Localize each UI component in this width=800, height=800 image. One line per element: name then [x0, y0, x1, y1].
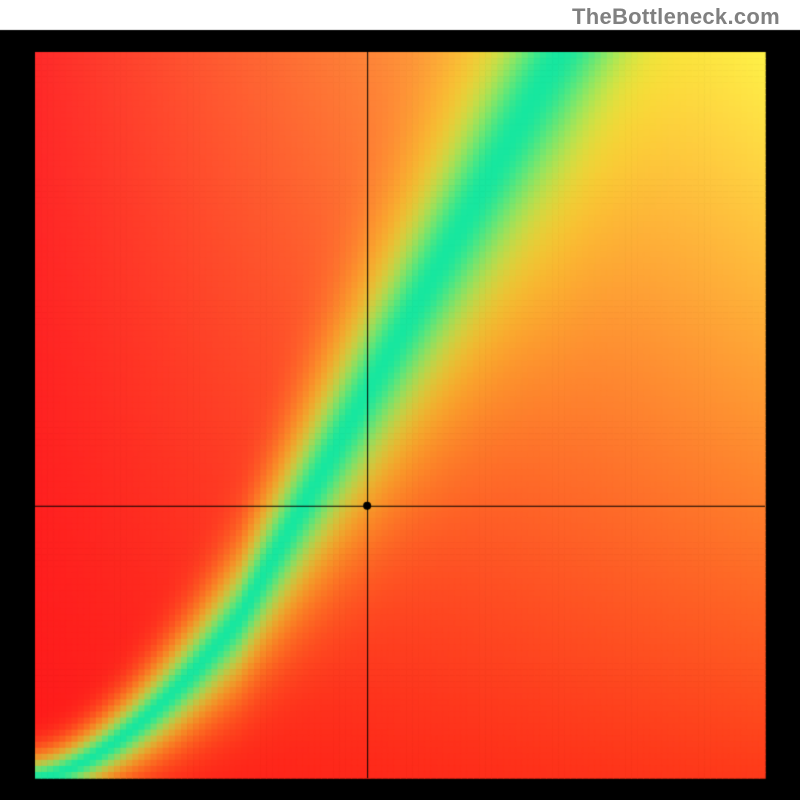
watermark-text: TheBottleneck.com	[572, 4, 780, 30]
bottleneck-heatmap	[0, 0, 800, 800]
